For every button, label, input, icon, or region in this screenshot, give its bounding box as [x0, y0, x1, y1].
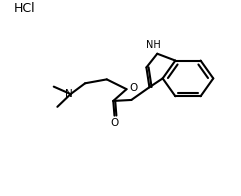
- Text: NH: NH: [146, 40, 160, 50]
- Text: N: N: [65, 89, 73, 100]
- Text: HCl: HCl: [13, 2, 35, 15]
- Text: O: O: [129, 83, 137, 93]
- Text: O: O: [110, 118, 119, 128]
